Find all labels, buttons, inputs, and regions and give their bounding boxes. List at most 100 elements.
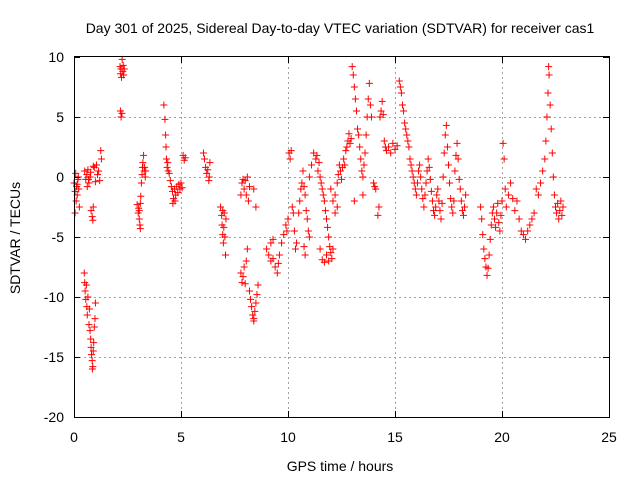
data-point — [203, 169, 211, 177]
data-point — [420, 203, 428, 211]
data-point — [408, 167, 416, 175]
data-point — [340, 155, 348, 163]
data-point — [478, 215, 486, 223]
data-point — [545, 71, 553, 79]
data-point — [549, 173, 557, 181]
data-point — [331, 191, 339, 199]
data-point — [295, 209, 303, 217]
data-point — [250, 315, 258, 323]
data-point — [288, 203, 296, 211]
data-point — [457, 197, 465, 205]
data-point — [321, 207, 329, 215]
data-point — [327, 249, 335, 257]
data-point — [244, 197, 252, 205]
data-point — [274, 259, 282, 267]
data-point — [370, 179, 378, 187]
data-point — [136, 199, 144, 207]
data-point — [243, 245, 251, 253]
grid-layer — [74, 57, 609, 417]
data-point — [323, 251, 331, 259]
data-point — [316, 245, 324, 253]
data-point — [141, 173, 149, 181]
data-point — [239, 273, 247, 281]
data-point — [71, 187, 79, 195]
data-point — [458, 207, 466, 215]
data-point — [278, 239, 286, 247]
data-point — [320, 197, 328, 205]
data-point — [437, 215, 445, 223]
data-point — [359, 191, 367, 199]
data-point — [440, 149, 448, 157]
data-point — [379, 111, 387, 119]
data-point — [441, 131, 449, 139]
data-point — [334, 171, 342, 179]
data-point — [366, 101, 374, 109]
data-point — [426, 175, 434, 183]
data-point — [86, 327, 94, 335]
data-point — [423, 167, 431, 175]
data-point — [238, 279, 246, 287]
data-point — [137, 192, 145, 200]
data-point — [329, 197, 337, 205]
data-point — [162, 131, 170, 139]
data-point — [178, 184, 186, 192]
data-point — [85, 305, 93, 313]
data-point — [539, 167, 547, 175]
data-point — [91, 178, 99, 186]
data-point — [367, 113, 375, 121]
data-point — [314, 167, 322, 175]
data-point — [548, 149, 556, 157]
data-point — [324, 223, 332, 231]
data-point — [72, 169, 80, 177]
data-point — [428, 197, 436, 205]
data-point — [286, 155, 294, 163]
data-point — [430, 207, 438, 215]
data-point — [431, 211, 439, 219]
data-point — [92, 161, 100, 169]
data-point — [402, 125, 410, 133]
data-point — [341, 161, 349, 169]
data-point — [300, 183, 308, 191]
y-tick-labels: -20 -15 -10 -5 0 5 10 — [44, 49, 64, 425]
data-point — [252, 299, 260, 307]
data-point — [434, 185, 442, 193]
data-point — [71, 209, 79, 217]
data-point — [513, 197, 521, 205]
data-point — [336, 167, 344, 175]
data-point — [526, 221, 534, 229]
data-point — [205, 173, 213, 181]
data-point — [245, 287, 253, 295]
data-point — [407, 161, 415, 169]
data-point — [313, 151, 321, 159]
data-point — [221, 233, 229, 241]
data-point — [448, 203, 456, 211]
data-point — [415, 167, 423, 175]
data-point — [495, 219, 503, 227]
data-point — [165, 169, 173, 177]
data-point — [405, 143, 413, 151]
data-point — [263, 245, 271, 253]
data-point — [343, 143, 351, 151]
x-axis-title: GPS time / hours — [287, 458, 394, 474]
data-point — [400, 107, 408, 115]
data-point — [135, 207, 143, 215]
data-point — [547, 125, 555, 133]
data-point — [83, 311, 91, 319]
data-point — [411, 185, 419, 193]
data-point — [348, 63, 356, 71]
y-axis-title: SDTVAR / TECUs — [7, 182, 23, 294]
data-point — [267, 257, 275, 265]
data-point — [378, 97, 386, 105]
x-tick-label: 20 — [494, 429, 510, 445]
data-point — [301, 251, 309, 259]
data-point — [485, 251, 493, 259]
data-point — [323, 215, 331, 223]
x-tick-label: 0 — [70, 429, 78, 445]
data-point — [357, 155, 365, 163]
data-point — [85, 321, 93, 329]
data-point — [479, 231, 487, 239]
data-point — [497, 211, 505, 219]
data-point — [162, 155, 170, 163]
data-point — [500, 155, 508, 163]
